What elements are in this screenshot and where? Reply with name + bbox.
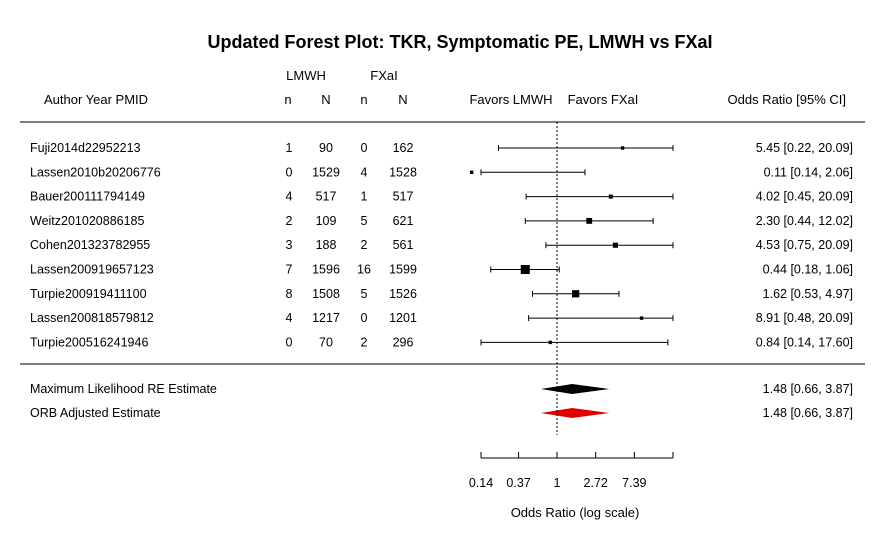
fxai-total: 621 (393, 214, 414, 228)
x-tick-label: 2.72 (584, 476, 608, 490)
fxai-total: 517 (393, 190, 414, 204)
summary-estimate-text: 1.48 [0.66, 3.87] (763, 382, 853, 396)
study-estimate-text: 0.84 [0.14, 17.60] (756, 335, 853, 349)
x-tick-label: 7.39 (622, 476, 646, 490)
lmwh-total: 109 (316, 214, 337, 228)
lmwh-total: 1217 (312, 311, 340, 325)
study-estimate-text: 1.62 [0.53, 4.97] (763, 287, 853, 301)
study-estimate-text: 4.53 [0.75, 20.09] (756, 238, 853, 252)
summary-rows: Maximum Likelihood RE Estimate 1.48 [0.66… (30, 382, 853, 420)
fxai-events: 2 (361, 335, 368, 349)
lmwh-events: 0 (286, 165, 293, 179)
point-estimate (469, 170, 474, 174)
point-estimate (608, 194, 613, 199)
point-estimate (520, 265, 530, 274)
group2-n-header: n (360, 92, 367, 107)
point-estimate (586, 217, 593, 224)
lmwh-events: 0 (286, 335, 293, 349)
study-column-header: Author Year PMID (44, 92, 148, 107)
fxai-events: 1 (361, 190, 368, 204)
fxai-events: 5 (361, 214, 368, 228)
study-label: Lassen2010b20206776 (30, 165, 161, 179)
fxai-total: 1528 (389, 165, 417, 179)
lmwh-events: 4 (286, 311, 293, 325)
group2-header: FXaI (370, 68, 397, 83)
study-rows: Fuji2014d22952213 1 90 0 162 5.45 [0.22, 20.0… (30, 141, 853, 349)
fxai-total: 162 (393, 141, 414, 155)
study-estimate-text: 0.44 [0.18, 1.06] (763, 263, 853, 277)
study-estimate-text: 2.30 [0.44, 12.02] (756, 214, 853, 228)
x-tick-label: 0.14 (469, 476, 493, 490)
study-label: Turpie200516241946 (30, 335, 148, 349)
lmwh-total: 517 (316, 190, 337, 204)
estimate-column-header: Odds Ratio [95% CI] (728, 92, 847, 107)
group2-N-header: N (398, 92, 407, 107)
lmwh-total: 188 (316, 238, 337, 252)
point-estimate (572, 290, 580, 298)
study-label: Turpie200919411100 (30, 287, 147, 301)
fxai-events: 2 (361, 238, 368, 252)
fxai-total: 1201 (389, 311, 417, 325)
x-tick-label: 1 (554, 476, 561, 490)
fxai-events: 0 (361, 311, 368, 325)
point-estimate (612, 242, 618, 248)
point-estimate (639, 316, 644, 320)
lmwh-events: 1 (286, 141, 293, 155)
fxai-total: 1526 (389, 287, 417, 301)
study-estimate-text: 4.02 [0.45, 20.09] (756, 190, 853, 204)
study-label: Lassen200919657123 (30, 263, 154, 277)
study-label: Bauer200111794149 (30, 190, 145, 204)
fxai-events: 0 (361, 141, 368, 155)
lmwh-events: 8 (286, 287, 293, 301)
lmwh-total: 90 (319, 141, 333, 155)
summary-diamond (540, 384, 610, 394)
lmwh-total: 1508 (312, 287, 340, 301)
point-estimate (620, 146, 625, 150)
study-estimate-text: 5.45 [0.22, 20.09] (756, 141, 853, 155)
x-tick-label: 0.37 (506, 476, 530, 490)
point-estimate (548, 340, 552, 345)
x-axis: 0.14 0.37 1 2.72 7.39 (469, 452, 674, 490)
summary-diamond (540, 408, 610, 418)
summary-label: ORB Adjusted Estimate (30, 406, 161, 420)
favors-left-header: Favors LMWH (469, 92, 552, 107)
fxai-events: 16 (357, 263, 371, 277)
favors-right-header: Favors FXaI (568, 92, 639, 107)
lmwh-total: 1529 (312, 165, 340, 179)
chart-title: Updated Forest Plot: TKR, Symptomatic PE… (207, 32, 712, 52)
fxai-events: 4 (361, 165, 368, 179)
fxai-events: 5 (361, 287, 368, 301)
lmwh-events: 3 (286, 238, 293, 252)
study-label: Cohen201323782955 (30, 238, 150, 252)
lmwh-total: 1596 (312, 263, 340, 277)
lmwh-events: 2 (286, 214, 293, 228)
fxai-total: 1599 (389, 263, 417, 277)
fxai-total: 296 (393, 335, 414, 349)
group1-header: LMWH (286, 68, 326, 83)
summary-label: Maximum Likelihood RE Estimate (30, 382, 217, 396)
lmwh-total: 70 (319, 335, 333, 349)
fxai-total: 561 (393, 238, 414, 252)
summary-estimate-text: 1.48 [0.66, 3.87] (763, 406, 853, 420)
study-label: Fuji2014d22952213 (30, 141, 141, 155)
group1-N-header: N (321, 92, 330, 107)
study-estimate-text: 0.11 [0.14, 2.06] (764, 165, 853, 179)
lmwh-events: 4 (286, 190, 293, 204)
lmwh-events: 7 (286, 263, 293, 277)
x-axis-label: Odds Ratio (log scale) (511, 505, 640, 520)
study-label: Lassen200818579812 (30, 311, 154, 325)
study-estimate-text: 8.91 [0.48, 20.09] (756, 311, 853, 325)
group1-n-header: n (284, 92, 291, 107)
study-label: Weitz201020886185 (30, 214, 144, 228)
